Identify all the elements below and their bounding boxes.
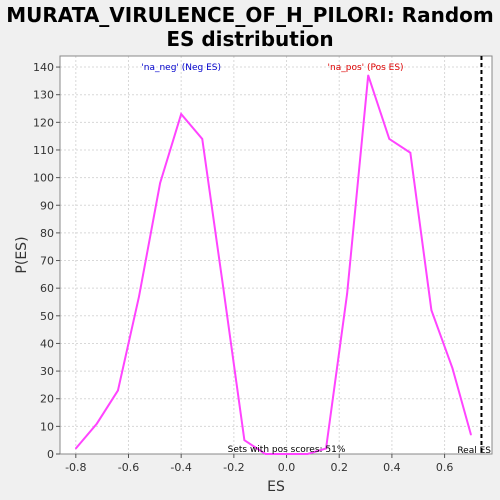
data-point [367,74,369,77]
x-tick-label: 0.2 [330,461,348,474]
y-tick-label: 120 [33,116,54,129]
data-point [470,433,472,436]
real-es-annotation: Real ES [457,446,491,456]
y-tick-label: 80 [40,227,54,240]
y-tick-label: 30 [40,365,54,378]
chart-title-line-1: MURATA_VIRULENCE_OF_H_PILORI: Random [6,3,494,27]
data-point [138,295,140,298]
y-tick-label: 50 [40,310,54,323]
y-tick-label: 90 [40,199,54,212]
data-point [346,292,348,295]
series-layer [75,74,472,455]
plot-background [60,56,492,454]
x-tick-label: 0.4 [383,461,401,474]
y-tick-label: 110 [33,144,54,157]
data-point [159,182,161,184]
data-point [96,422,98,425]
grid-layer [60,56,492,455]
y-tick-label: 20 [40,393,54,406]
data-point [388,138,391,140]
data-point [222,287,225,289]
es-distribution-line [75,75,472,455]
x-tick-label: 0.0 [278,461,296,474]
data-point [117,389,119,392]
y-axis-label: P(ES) [14,236,30,273]
data-point [306,453,309,455]
data-point [75,447,77,450]
data-point [430,309,433,312]
data-point [264,453,267,455]
data-point [409,151,412,154]
data-point [451,367,454,370]
x-axis-label: ES [267,479,285,495]
pos-scores-annotation: Sets with pos scores: 51% [228,445,346,455]
x-tick-label: 0.6 [436,461,454,474]
data-point [180,113,182,115]
y-tick-label: 140 [33,61,54,74]
tick-layer: 0 10 20 30 40 50 60 70 80 90 100 110 120 130 140 -0.8 -0… [33,61,453,474]
y-tick-label: 70 [40,255,54,268]
data-point [201,138,204,140]
chart-title-line-2: ES distribution [166,27,334,51]
x-tick-label: -0.6 [118,461,139,474]
y-tick-label: 60 [40,282,54,295]
y-tick-label: 100 [33,172,54,185]
y-tick-label: 10 [40,420,54,433]
data-point [325,447,327,450]
x-tick-label: -0.4 [170,461,191,474]
y-tick-label: 0 [47,448,54,461]
y-tick-label: 130 [33,89,54,102]
data-point [285,453,288,455]
x-tick-label: -0.8 [65,461,86,474]
neg-es-annotation: 'na_neg' (Neg ES) [141,63,221,73]
data-point [243,439,246,441]
pos-es-annotation: 'na_pos' (Pos ES) [328,63,404,73]
x-tick-label: -0.2 [223,461,244,474]
y-tick-label: 40 [40,337,54,350]
